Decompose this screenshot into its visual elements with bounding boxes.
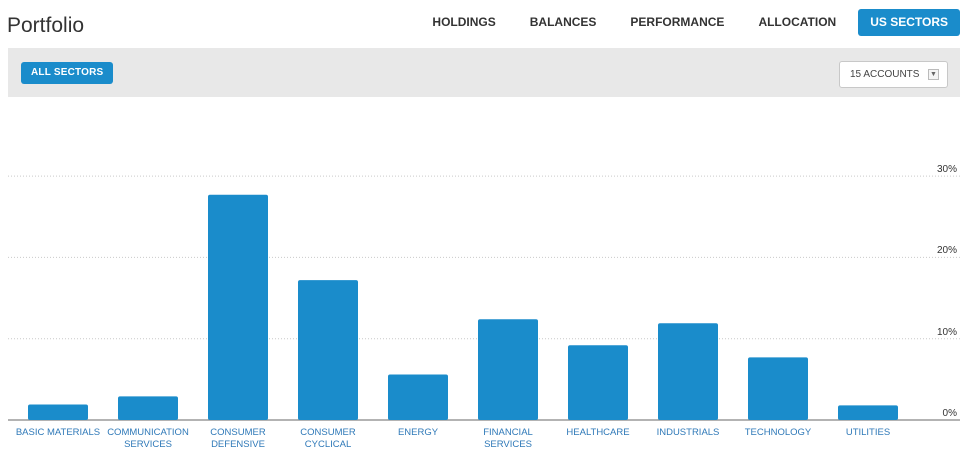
toolbar: ALL SECTORS 15 ACCOUNTS ▼: [8, 48, 960, 97]
x-tick-label[interactable]: HEALTHCARE: [566, 427, 630, 438]
chart-plot: [8, 175, 960, 421]
y-tick-label: 10%: [936, 326, 957, 338]
bar-healthcare[interactable]: [568, 345, 628, 420]
page-title: Portfolio: [7, 14, 85, 37]
bar-financial-services[interactable]: [478, 319, 538, 420]
x-tick-label[interactable]: COMMUNICATION SERVICES: [107, 427, 189, 450]
accounts-dropdown[interactable]: 15 ACCOUNTS ▼: [839, 61, 948, 88]
x-axis-labels: BASIC MATERIALS COMMUNICATION SERVICES CONS…: [0, 427, 966, 453]
bar-consumer-defensive[interactable]: [208, 194, 268, 420]
x-tick-label[interactable]: ENERGY: [397, 427, 439, 438]
x-tick-label[interactable]: FINANCIAL SERVICES: [483, 427, 533, 450]
y-tick-label: 0%: [942, 408, 957, 419]
x-tick-label[interactable]: TECHNOLOGY: [744, 427, 812, 438]
x-tick-label[interactable]: UTILITIES: [845, 427, 891, 438]
chevron-down-icon[interactable]: ▼: [928, 69, 939, 80]
sector-chart: 0% 10% 20% 30% BASIC MATERIALS COMMUNICATION…: [0, 97, 966, 453]
y-tick-label: 20%: [936, 245, 957, 257]
tab-allocation[interactable]: ALLOCATION: [758, 15, 837, 29]
x-tick-label[interactable]: INDUSTRIALS: [656, 427, 720, 438]
x-tick-label[interactable]: BASIC MATERIALS: [15, 427, 101, 438]
nav-tabs: HOLDINGS BALANCES PERFORMANCE ALLOCATION…: [398, 9, 960, 36]
bar-basic-materials[interactable]: [28, 404, 88, 420]
tab-holdings[interactable]: HOLDINGS: [432, 15, 496, 29]
tab-balances[interactable]: BALANCES: [529, 15, 597, 29]
bar-technology[interactable]: [748, 357, 808, 420]
bar-utilities[interactable]: [838, 405, 898, 420]
bar-consumer-cyclical[interactable]: [298, 280, 358, 420]
all-sectors-button[interactable]: ALL SECTORS: [21, 62, 114, 84]
y-tick-label: 30%: [936, 164, 957, 176]
bar-communication-services[interactable]: [118, 396, 178, 420]
tab-performance[interactable]: PERFORMANCE: [630, 15, 725, 29]
accounts-dropdown-value: 15 ACCOUNTS: [850, 69, 920, 80]
x-tick-label[interactable]: CONSUMER DEFENSIVE: [210, 427, 266, 450]
bar-energy[interactable]: [388, 374, 448, 420]
x-tick-label[interactable]: CONSUMER CYCLICAL: [300, 427, 356, 450]
tab-us-sectors[interactable]: US SECTORS: [858, 9, 960, 36]
bar-industrials[interactable]: [658, 323, 718, 420]
